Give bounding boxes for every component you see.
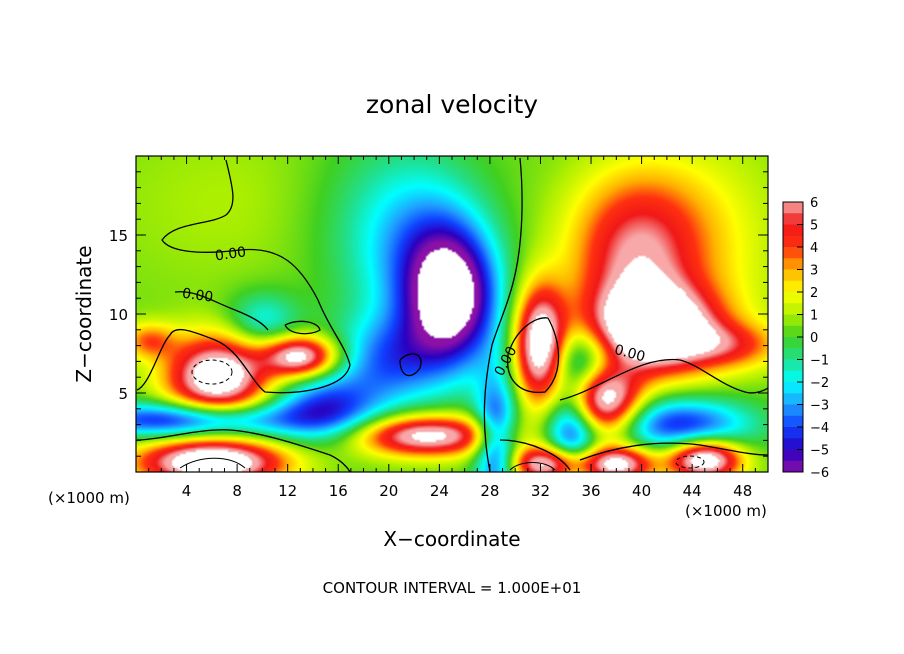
colorbar-swatch xyxy=(783,202,803,214)
colorbar-tick-label: −6 xyxy=(810,466,829,481)
x-tick-label: 12 xyxy=(278,482,297,500)
colorbar-swatch xyxy=(783,224,803,237)
colorbar-tick-label: 1 xyxy=(810,309,818,324)
colorbar-swatch xyxy=(783,382,803,394)
x-tick-label: 36 xyxy=(581,482,600,500)
colorbar-swatch xyxy=(783,235,803,248)
colorbar-swatch xyxy=(783,280,803,293)
colorbar-tick-label: 3 xyxy=(810,264,818,279)
zero-contours xyxy=(136,157,768,472)
contour-label: 0.00 xyxy=(181,286,214,306)
colorbar-tick-label: −4 xyxy=(810,421,829,436)
colorbar-swatch xyxy=(783,393,803,405)
colorbar-tick-label: 0 xyxy=(810,331,818,346)
colorbar-swatch xyxy=(783,348,803,360)
colorbar-swatch xyxy=(783,337,803,349)
y-axis-label: Z−coordinate xyxy=(72,245,96,382)
x-tick-label: 4 xyxy=(182,482,192,500)
colorbar-swatch xyxy=(783,438,803,450)
contour-label: 0.00 xyxy=(613,342,647,366)
x-tick-label: 44 xyxy=(683,482,702,500)
x-tick-label: 48 xyxy=(733,482,752,500)
y-tick-label: 10 xyxy=(109,306,128,324)
colorbar: 6 5 4 3 2 1 0 −1 −2 −3 −4 −5 −6 xyxy=(782,196,829,481)
negative-contours xyxy=(191,359,705,469)
x-tick-label: 8 xyxy=(232,482,242,500)
colorbar-swatch xyxy=(783,314,803,327)
contour-label: 0.00 xyxy=(214,244,247,264)
x-axis-label: X−coordinate xyxy=(383,527,520,551)
colorbar-swatch xyxy=(783,213,803,225)
chart-title: zonal velocity xyxy=(366,90,538,119)
colorbar-swatch xyxy=(783,427,803,439)
colorbar-tick-label: −5 xyxy=(810,444,829,459)
colorbar-swatch xyxy=(783,359,803,372)
colorbar-swatch xyxy=(783,325,803,338)
positive-contours xyxy=(179,457,556,471)
x-unit-right: (×1000 m) xyxy=(685,502,767,520)
y-tick-label: 5 xyxy=(118,385,128,403)
x-tick-label: 40 xyxy=(632,482,651,500)
colorbar-swatch xyxy=(783,258,803,270)
colorbar-swatch xyxy=(783,303,803,315)
colorbar-swatch xyxy=(783,247,803,259)
colorbar-swatch xyxy=(783,269,803,282)
x-unit-left: (×1000 m) xyxy=(48,489,130,507)
x-tick-label: 24 xyxy=(430,482,449,500)
colorbar-tick-label: −1 xyxy=(810,354,829,369)
colorbar-tick-label: −3 xyxy=(810,399,829,414)
x-tick-label: 16 xyxy=(329,482,348,500)
x-tick-label: 20 xyxy=(379,482,398,500)
colorbar-swatch xyxy=(783,292,803,304)
x-tick-label: 32 xyxy=(531,482,550,500)
colorbar-swatch xyxy=(783,415,803,428)
contour-interval-note: CONTOUR INTERVAL = 1.000E+01 xyxy=(323,579,582,597)
y-tick-label: 15 xyxy=(109,227,128,245)
colorbar-swatch xyxy=(783,449,803,462)
colorbar-tick-label: 4 xyxy=(810,241,818,256)
colorbar-swatch xyxy=(783,404,803,417)
x-tick-label: 28 xyxy=(480,482,499,500)
colorbar-tick-label: −2 xyxy=(810,376,829,391)
colorbar-tick-label: 5 xyxy=(810,219,818,234)
colorbar-swatch xyxy=(783,370,803,383)
x-axis: 4 8 12 16 20 24 28 32 36 40 44 48 xyxy=(148,156,756,500)
colorbar-tick-label: 2 xyxy=(810,286,818,301)
velocity-heatmap xyxy=(136,156,768,472)
y-axis: 5 10 15 xyxy=(109,171,768,457)
colorbar-tick-label: 6 xyxy=(810,196,818,211)
colorbar-swatch xyxy=(783,460,803,473)
